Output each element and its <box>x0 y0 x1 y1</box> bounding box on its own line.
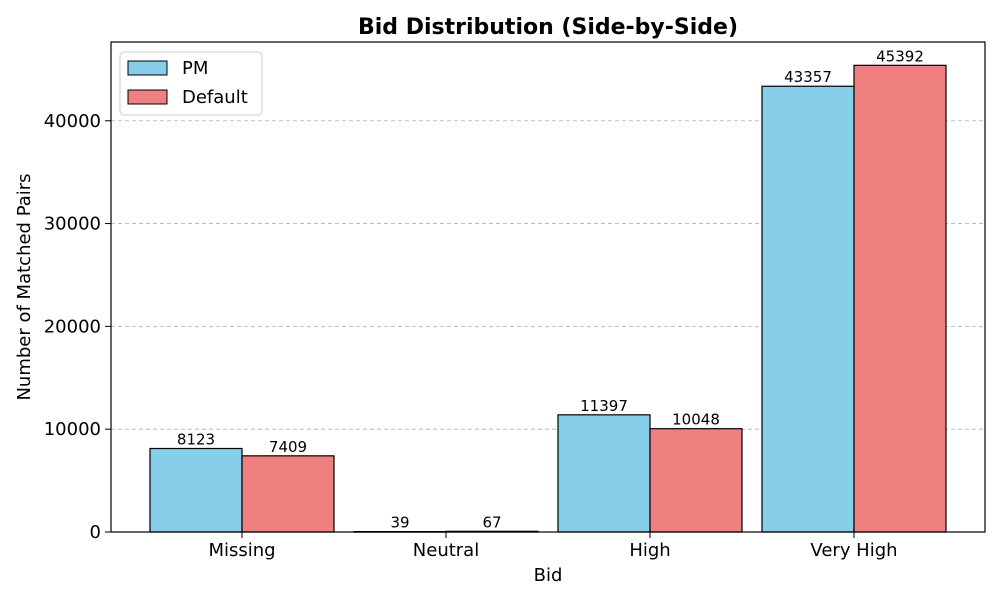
data-label: 39 <box>390 514 409 532</box>
x-axis-label: Bid <box>534 565 563 586</box>
legend-swatch-pm <box>127 60 168 76</box>
y-tick-label: 0 <box>90 522 101 543</box>
data-label: 11397 <box>580 397 628 415</box>
bar-default-very-high <box>853 64 947 533</box>
bar-pm-high <box>557 414 651 533</box>
legend-label-pm: PM <box>182 58 208 79</box>
data-label: 43357 <box>784 68 832 86</box>
data-label: 67 <box>482 513 501 531</box>
bar-default-high <box>649 428 743 533</box>
x-tick-label: Neutral <box>413 540 479 561</box>
x-tick-label: Very High <box>810 540 897 561</box>
data-label: 7409 <box>269 438 307 456</box>
y-tick-label: 20000 <box>44 316 101 337</box>
bar-pm-very-high <box>761 85 855 533</box>
bars <box>149 64 947 533</box>
bar-pm-missing <box>149 447 243 533</box>
legend: PM Default <box>119 51 263 116</box>
legend-label-default: Default <box>182 87 248 108</box>
data-label: 8123 <box>177 430 215 448</box>
bar-default-missing <box>241 455 335 533</box>
x-tick-label: Missing <box>208 540 275 561</box>
y-axis-label: Number of Matched Pairs <box>14 173 35 400</box>
legend-swatch-default <box>127 89 168 105</box>
x-tick-label: High <box>629 540 670 561</box>
data-label: 45392 <box>876 47 924 65</box>
plot-frame <box>110 41 986 533</box>
y-tick-label: 30000 <box>44 214 101 235</box>
y-tick-label: 10000 <box>44 419 101 440</box>
data-labels: 8123 7409 39 67 11397 10048 43357 45392 <box>177 47 924 531</box>
chart-title: Bid Distribution (Side-by-Side) <box>358 15 738 40</box>
data-label: 10048 <box>672 411 720 429</box>
axes: 0 10000 20000 30000 40000 Missing Neutral High V… <box>44 41 986 561</box>
y-tick-label: 40000 <box>44 111 101 132</box>
